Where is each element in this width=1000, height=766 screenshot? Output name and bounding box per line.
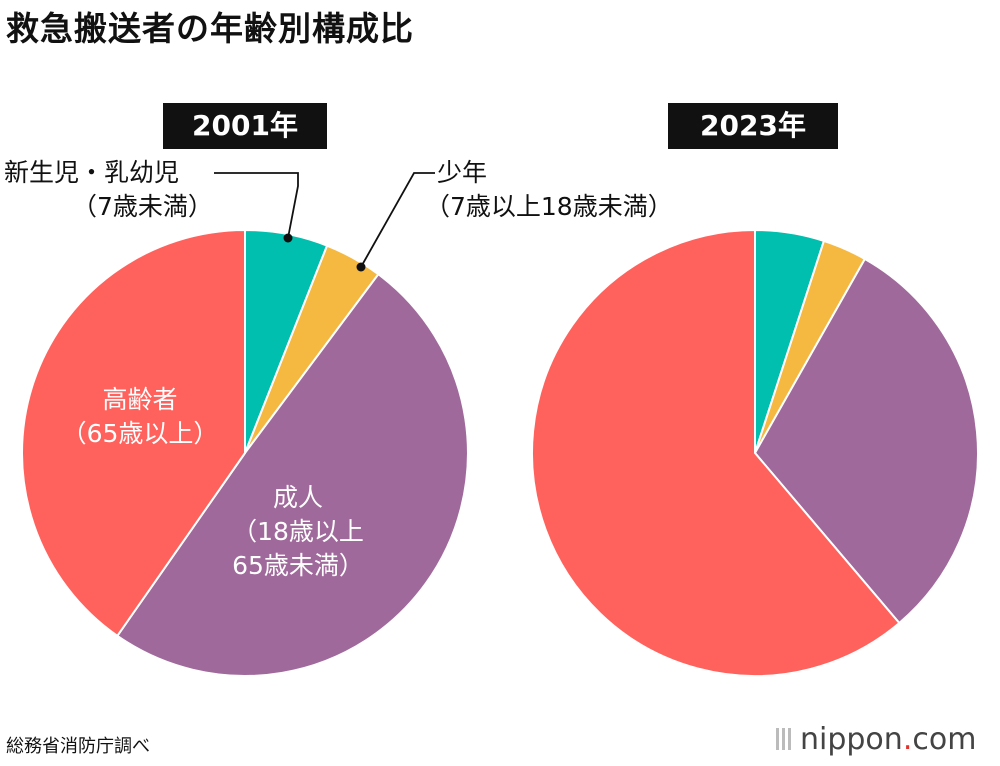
brand-name: nippon [800, 722, 903, 757]
label-elderly-line2: （65歳以上） [61, 419, 219, 448]
label-adult-line2: （18歳以上 [232, 517, 364, 546]
brand-domain: com [912, 722, 977, 757]
callout-dot-youth [356, 262, 366, 272]
label-elderly-line1: 高齢者 [102, 385, 178, 414]
callout-lines [214, 172, 435, 272]
callout-line-youth [360, 172, 435, 268]
label-youth-line2: （7歳以上18歳未満） [425, 192, 673, 221]
pie-2023 [531, 229, 979, 677]
pie-slice-2001-adult [116, 273, 469, 677]
callout-dot-infant [283, 233, 293, 243]
pie-slice-2001-elderly [21, 229, 246, 637]
callout-line-infant [214, 172, 299, 239]
label-youth-line1: 少年 [437, 158, 488, 187]
year-badge-2001: 2001年 [163, 103, 327, 149]
source-note: 総務省消防庁調べ [6, 736, 150, 757]
label-adult-line1: 成人 [272, 483, 323, 512]
label-infant-line2: （7歳未満） [72, 192, 213, 221]
pie-slice-2023-elderly [531, 229, 901, 677]
brand-bars-icon [776, 723, 794, 758]
brand-logo: nippon.com [776, 722, 976, 758]
year-badge-2023: 2023年 [668, 103, 838, 149]
brand-dot: . [902, 722, 913, 757]
label-infant-line1: 新生児・乳幼児 [4, 158, 180, 187]
label-adult-line3: 65歳未満） [232, 551, 364, 580]
pie-slice-2023-adult [754, 257, 979, 625]
pie-2001 [21, 229, 469, 677]
chart-title: 救急搬送者の年齢別構成比 [6, 9, 414, 48]
